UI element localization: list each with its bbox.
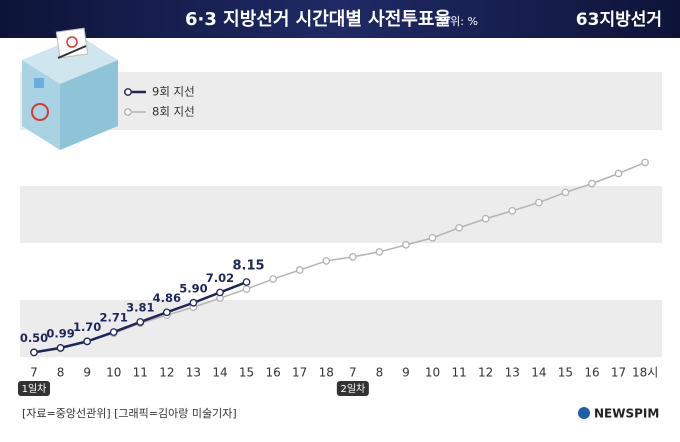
- point: [163, 308, 171, 317]
- band: [20, 186, 662, 243]
- point: [588, 179, 596, 188]
- day-label: 2일차: [340, 383, 365, 395]
- x-tick-label: 15: [558, 366, 573, 380]
- unit: 단위: %: [440, 15, 478, 28]
- brand-icon: [578, 407, 590, 419]
- x-tick-label: 8: [57, 366, 65, 380]
- x-tick-label: 10: [425, 366, 440, 380]
- x-tick-label: 16: [584, 366, 599, 380]
- value-label: 4.86: [153, 291, 181, 305]
- point: [614, 169, 623, 178]
- legend-marker: [124, 108, 132, 116]
- x-tick-label: 18시: [632, 366, 658, 380]
- point: [508, 206, 517, 215]
- x-tick-label: 14: [212, 366, 227, 380]
- point: [322, 257, 331, 265]
- point: [56, 344, 65, 352]
- value-label: 3.81: [126, 300, 154, 314]
- point: [348, 253, 357, 261]
- x-tick-label: 13: [505, 366, 520, 380]
- value-label: 7.02: [206, 271, 234, 285]
- point: [455, 223, 463, 232]
- band: [20, 72, 662, 130]
- logo: 63지방선거: [576, 10, 662, 30]
- source: [자료=중앙선관위] [그래픽=김아랑 미술기자]: [22, 407, 237, 420]
- point: [30, 348, 38, 357]
- day-label: 1일차: [22, 383, 47, 395]
- point: [402, 240, 410, 249]
- point: [561, 188, 570, 197]
- x-tick-label: 11: [133, 366, 148, 380]
- x-tick-label: 8: [376, 366, 384, 380]
- x-tick-label: 15: [239, 366, 254, 380]
- value-label: 0.99: [46, 326, 74, 340]
- x-tick-label: 10: [106, 366, 121, 380]
- point: [136, 318, 145, 326]
- x-tick-label: 7: [349, 366, 357, 380]
- chart-title: 6·3 지방선거 시간대별 사전투표율: [185, 9, 451, 30]
- brand: NEWSPIM: [594, 407, 659, 421]
- x-tick-label: 12: [159, 366, 174, 380]
- point: [242, 278, 251, 286]
- legend-label: 9회 지선: [152, 85, 195, 99]
- header: [0, 0, 680, 38]
- point: [641, 158, 649, 167]
- point: [189, 298, 198, 307]
- value-label: 5.90: [179, 281, 207, 295]
- point: [481, 214, 490, 223]
- value-label: 2.71: [100, 311, 128, 325]
- point: [269, 275, 277, 283]
- x-tick-label: 18: [319, 366, 334, 380]
- x-tick-label: 9: [83, 366, 91, 380]
- ballot-box: [22, 27, 118, 150]
- value-label: 0.50: [20, 331, 48, 345]
- day-badge: [18, 381, 50, 396]
- x-tick-label: 11: [451, 366, 466, 380]
- x-tick-label: 9: [402, 366, 410, 380]
- value-label: 1.70: [73, 320, 101, 334]
- x-tick-label: 17: [611, 366, 626, 380]
- point: [295, 266, 304, 274]
- point: [109, 328, 118, 336]
- legend-marker: [124, 88, 132, 96]
- point: [534, 198, 543, 207]
- point: [242, 285, 251, 293]
- point: [375, 248, 384, 256]
- legend-label: 8회 지선: [152, 105, 195, 119]
- x-tick-label: 7: [30, 366, 38, 380]
- point: [428, 234, 437, 242]
- x-tick-label: 14: [531, 366, 546, 380]
- day-badge: [336, 381, 369, 396]
- x-tick-label: 17: [292, 366, 307, 380]
- point: [216, 288, 224, 297]
- point: [83, 337, 91, 346]
- band: [20, 300, 662, 357]
- x-tick-label: 13: [186, 366, 201, 380]
- x-tick-label: 12: [478, 366, 493, 380]
- x-tick-label: 16: [265, 366, 280, 380]
- value-label: 8.15: [233, 259, 265, 274]
